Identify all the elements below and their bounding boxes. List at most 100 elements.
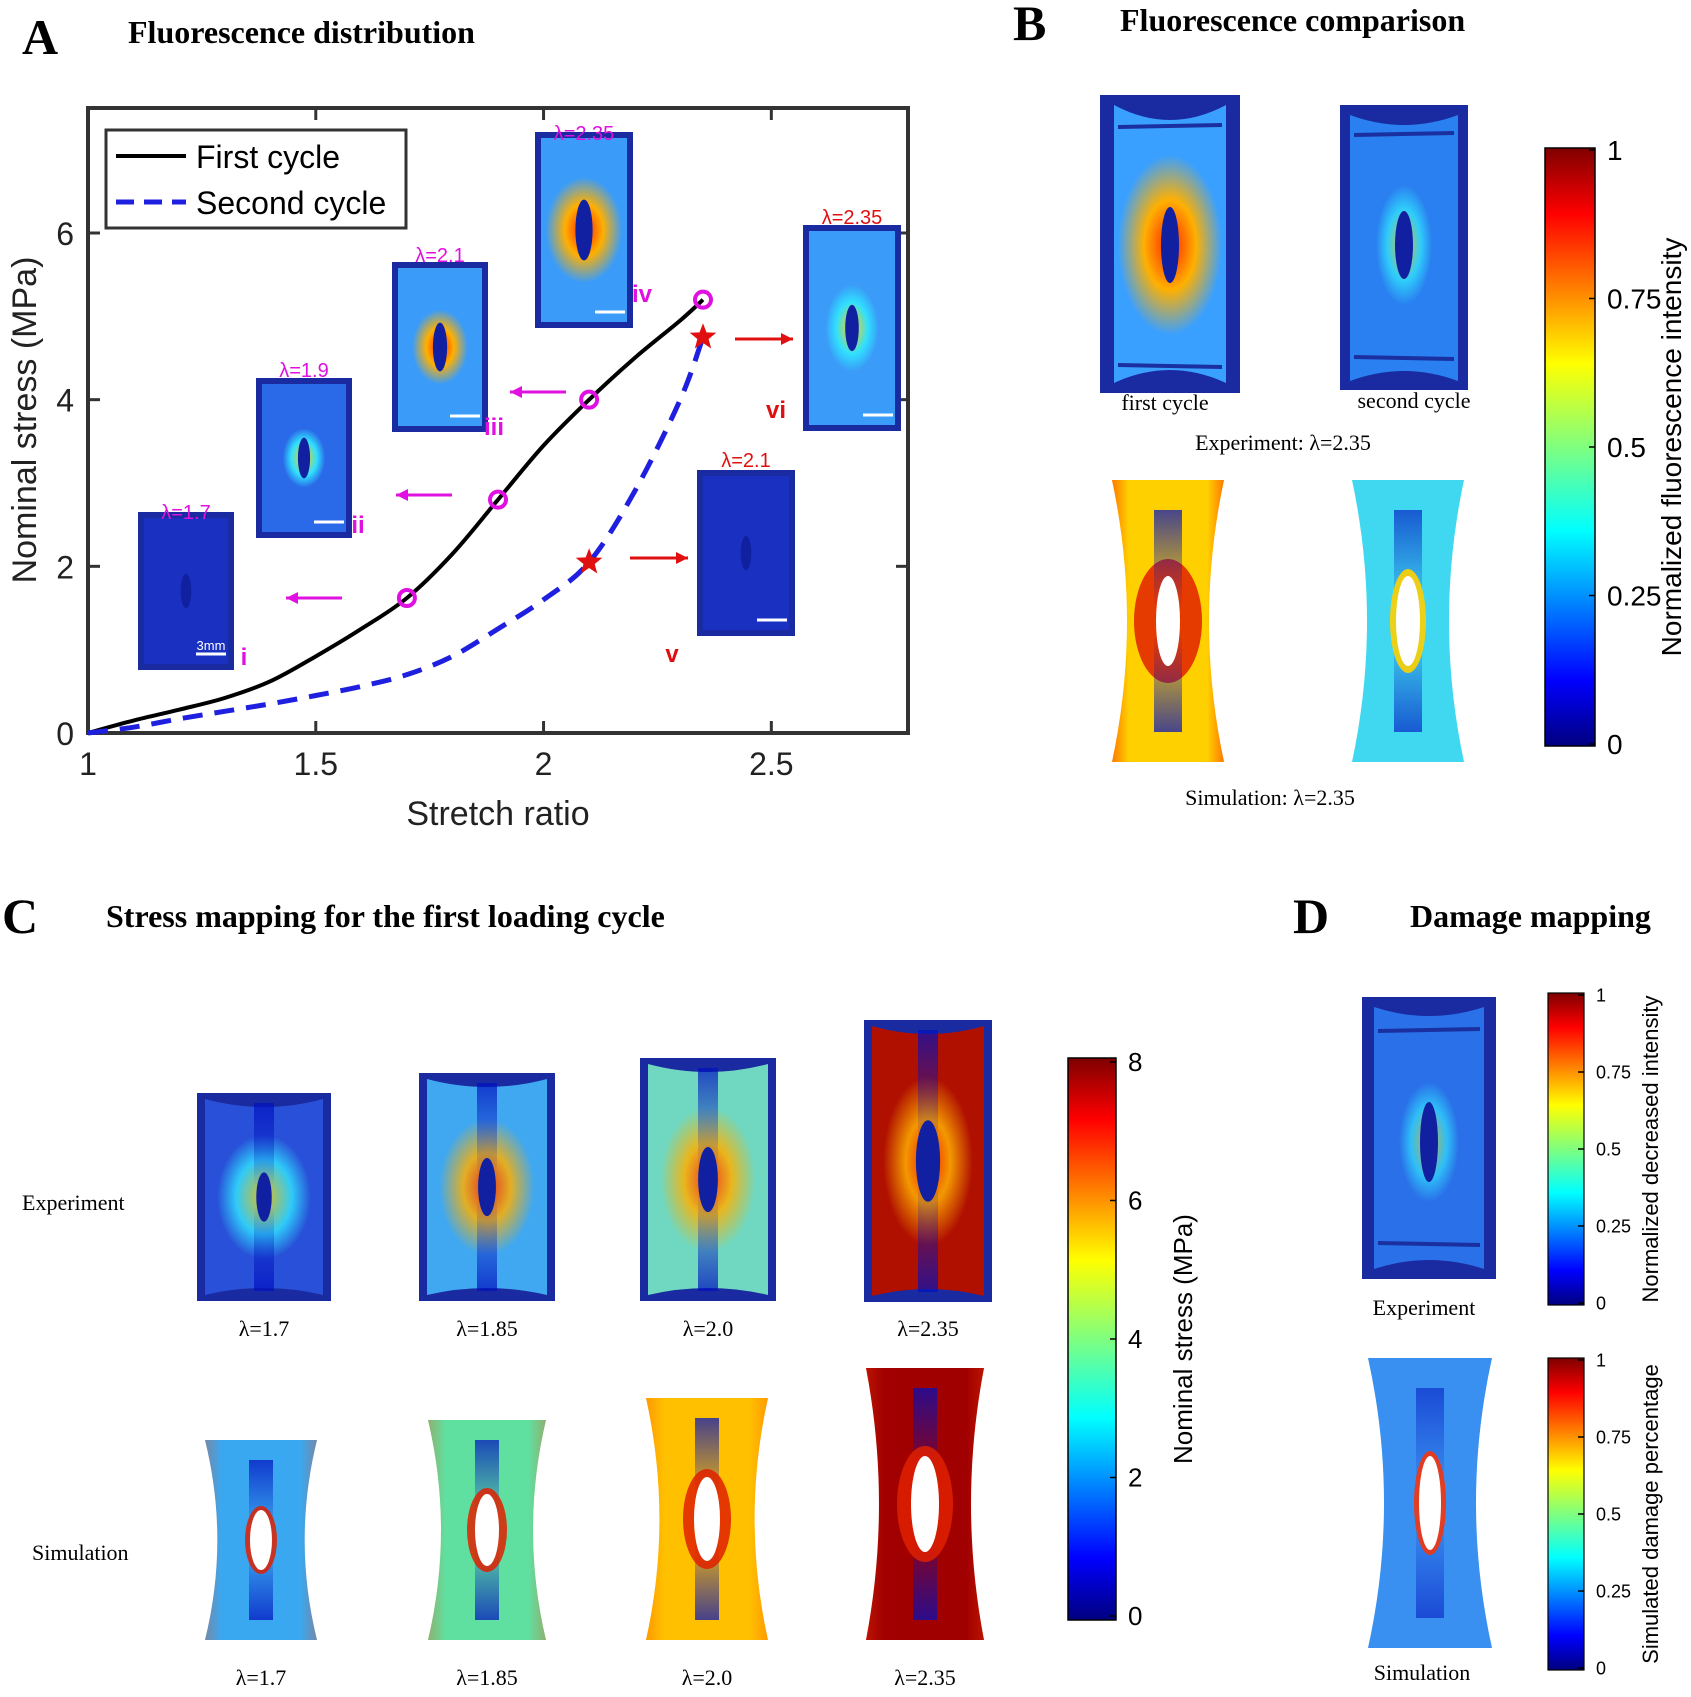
panel-d-letter: D (1293, 888, 1330, 944)
scale-bar-label: 3mm (197, 638, 226, 653)
inset-roman-vi: vi (766, 397, 786, 424)
y-tick-label: 4 (56, 383, 74, 419)
stress-experiment-lambda: λ=2.35 (897, 1316, 959, 1341)
y-tick-label: 6 (56, 216, 74, 252)
inset-roman-iv: iv (632, 281, 653, 308)
colorbar-damage-percentage-tick: 0.5 (1596, 1504, 1621, 1524)
exp-second-cycle-image (1340, 105, 1468, 390)
y-tick-label: 0 (56, 716, 74, 752)
stress-experiment-image (640, 1058, 776, 1306)
inset-lambda-i: λ=1.7 (161, 502, 210, 524)
colorbar-damage-percentage: 1 0.75 0.5 0.25 0 Simulated damage percentage (1547, 1350, 1663, 1678)
panel-a-letter: A (22, 9, 59, 65)
stress-simulation-image (646, 1398, 768, 1645)
colorbar-decreased-intensity-tick: 0.75 (1596, 1062, 1631, 1082)
inset-lambda-vi: λ=2.35 (822, 207, 883, 229)
stress-simulation-image (205, 1440, 317, 1645)
colorbar-fluorescence-label: Normalized fluorescence intensity (1656, 238, 1687, 657)
arrow-to-inset-ii (396, 489, 452, 501)
experiment-caption: Experiment: λ=2.35 (1195, 430, 1371, 455)
colorbar-damage-percentage-label: Simulated damage percentage (1638, 1364, 1663, 1664)
stress-experiment-image (864, 1020, 992, 1307)
series-line-2 (87, 336, 706, 736)
marker-first-cycle (693, 289, 713, 310)
stress-experiment-image (197, 1093, 331, 1306)
colorbar-fluorescence-tick: 0.25 (1607, 580, 1662, 611)
marker-first-cycle (396, 588, 417, 608)
panel-b-letter: B (1013, 0, 1047, 51)
colorbar-damage-percentage-tick: 0 (1596, 1658, 1606, 1678)
colorbar-decreased-intensity-tick: 0.5 (1596, 1139, 1621, 1159)
exp-first-cycle-image (1100, 95, 1240, 393)
inset-image-i (138, 512, 234, 670)
x-tick-label: 1 (79, 746, 97, 782)
colorbar-stress-tick: 0 (1128, 1601, 1142, 1630)
simulation-caption: Simulation: λ=2.35 (1185, 785, 1355, 810)
colorbar-decreased-intensity-tick: 0 (1596, 1293, 1606, 1313)
x-axis-label: Stretch ratio (406, 795, 589, 833)
legend-first-cycle: First cycle (196, 139, 340, 175)
stress-simulation-lambda: λ=2.35 (894, 1665, 956, 1690)
panel-b-title: Fluorescence comparison (1120, 2, 1466, 38)
marker-first-cycle (579, 389, 600, 410)
colorbar-stress-label: Nominal stress (MPa) (1168, 1214, 1198, 1464)
x-tick-label: 2 (535, 746, 553, 782)
marker-second-cycle (575, 548, 603, 574)
exp-second-cycle-label: second cycle (1357, 388, 1471, 413)
inset-lambda-ii: λ=1.9 (279, 360, 328, 382)
colorbar-decreased-intensity: 1 0.75 0.5 0.25 0 Normalized decreased intens… (1547, 985, 1663, 1313)
colorbar-stress-tick: 2 (1128, 1463, 1142, 1493)
panel-d-title: Damage mapping (1410, 898, 1651, 934)
colorbar-fluorescence-tick: 0 (1607, 729, 1623, 760)
stress-experiment-image (419, 1073, 555, 1306)
colorbar-fluorescence-tick: 1 (1607, 140, 1623, 166)
stress-experiment-lambda: λ=1.7 (238, 1316, 290, 1341)
damage-simulation-label: Simulation (1373, 1660, 1471, 1685)
inset-roman-i: i (241, 644, 248, 671)
stress-simulation-lambda: λ=1.7 (235, 1665, 287, 1690)
stress-simulation-lambda: λ=1.85 (456, 1665, 518, 1690)
damage-simulation-image (1368, 1358, 1492, 1648)
colorbar-damage-percentage-tick: 0.75 (1596, 1427, 1631, 1447)
marker-second-cycle (689, 323, 717, 349)
inset-lambda-iii: λ=2.1 (415, 245, 464, 267)
colorbar-fluorescence-tick: 0.75 (1607, 283, 1662, 314)
legend-box (104, 128, 408, 230)
colorbar-stress-tick: 8 (1128, 1050, 1142, 1077)
legend-second-cycle: Second cycle (196, 185, 386, 221)
colorbar-damage-percentage-tick: 1 (1596, 1350, 1606, 1370)
series-line-1 (87, 298, 705, 735)
row-label-simulation: Simulation (32, 1540, 129, 1565)
exp-first-cycle-label: first cycle (1121, 390, 1209, 415)
panel-a-title: Fluorescence distribution (128, 14, 475, 50)
colorbar-stress: 8 6 4 2 0 Nominal stress (MPa) (1067, 1050, 1198, 1630)
inset-image-iv (535, 132, 633, 328)
colorbar-decreased-intensity-tick: 0.25 (1596, 1216, 1631, 1236)
stress-simulation-image (866, 1368, 984, 1645)
arrow-to-inset-v (630, 552, 688, 564)
stress-stretch-chart: 0 2 4 6 1 1.5 2 2.5 λ=1.7 i 3mm λ=1.9 ii λ=2.1 iii λ=… (6, 106, 910, 833)
y-tick-label: 2 (56, 549, 74, 585)
inset-image-iii (392, 262, 488, 432)
inset-lambda-v: λ=2.1 (721, 450, 770, 472)
stress-simulation-lambda: λ=2.0 (681, 1665, 733, 1690)
marker-first-cycle (488, 489, 508, 510)
inset-image-v (697, 470, 795, 636)
stress-experiment-lambda: λ=1.85 (456, 1316, 518, 1341)
inset-roman-v: v (665, 641, 679, 668)
colorbar-fluorescence-tick: 0.5 (1607, 432, 1646, 463)
colorbar-damage-percentage-tick: 0.25 (1596, 1581, 1631, 1601)
inset-lambda-iv: λ=2.35 (554, 123, 615, 145)
x-tick-label: 1.5 (294, 746, 338, 782)
y-axis-label: Nominal stress (MPa) (6, 257, 44, 584)
damage-experiment-label: Experiment (1372, 1295, 1476, 1320)
inset-image-ii (256, 378, 352, 538)
inset-roman-ii: ii (351, 512, 364, 539)
colorbar-fluorescence: 1 0.75 0.5 0.25 0 Normalized fluorescence int… (1544, 140, 1687, 760)
sim-second-cycle-image (1352, 480, 1464, 762)
colorbar-stress-tick: 4 (1128, 1324, 1142, 1354)
arrow-to-inset-i (286, 592, 342, 604)
row-label-experiment: Experiment (22, 1190, 125, 1215)
colorbar-decreased-intensity-label: Normalized decreased intensity (1638, 996, 1663, 1303)
inset-roman-iii: iii (484, 414, 504, 441)
